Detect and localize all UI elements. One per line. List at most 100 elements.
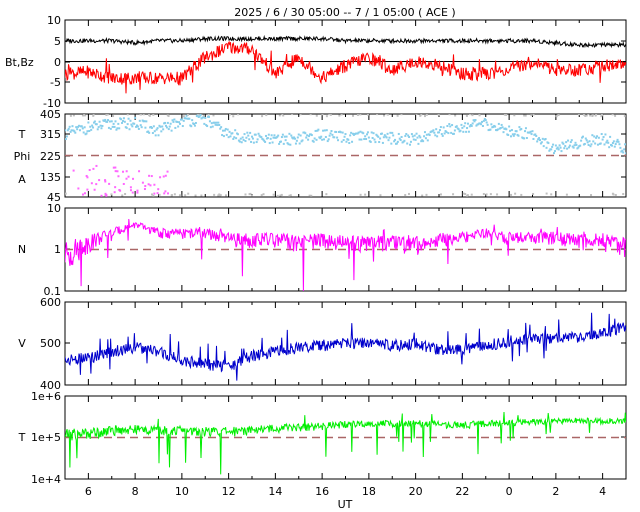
data-point: [470, 124, 473, 127]
data-point: [594, 142, 597, 145]
data-point: [538, 137, 541, 140]
data-point: [403, 139, 406, 142]
data-point: [382, 136, 385, 139]
data-point: [378, 141, 381, 144]
data-point-alt: [194, 194, 197, 197]
data-point: [520, 127, 523, 130]
data-point: [216, 124, 219, 127]
data-point-alt: [276, 194, 279, 197]
data-point: [329, 132, 332, 135]
data-point-alt: [471, 114, 474, 117]
data-point: [81, 127, 84, 130]
data-point: [281, 133, 284, 136]
y-tick-label: 225: [40, 150, 61, 163]
data-point: [127, 117, 130, 120]
data-point: [319, 137, 322, 140]
data-point: [542, 145, 545, 148]
data-point-alt: [282, 114, 285, 117]
data-point-theta: [143, 188, 146, 191]
data-point-alt: [385, 114, 388, 116]
data-point: [418, 134, 421, 137]
data-point-theta: [114, 170, 117, 173]
data-point-alt: [356, 114, 359, 117]
data-point: [223, 129, 226, 132]
data-point: [440, 133, 443, 136]
data-point: [523, 137, 526, 140]
data-point-alt: [419, 114, 422, 117]
data-point: [592, 140, 595, 143]
data-point: [590, 143, 593, 146]
data-point: [260, 136, 263, 139]
data-point: [586, 141, 589, 144]
data-point: [372, 132, 375, 135]
data-point-alt: [532, 114, 535, 116]
data-point-theta: [132, 177, 135, 180]
data-point-theta: [162, 175, 165, 178]
data-point: [370, 131, 373, 134]
data-point-alt: [623, 115, 626, 118]
data-point: [330, 130, 333, 133]
data-point-alt: [439, 193, 442, 196]
data-point: [574, 141, 577, 144]
data-point: [524, 130, 527, 133]
data-point-alt: [557, 114, 560, 117]
data-point: [121, 119, 124, 122]
data-point: [198, 115, 201, 118]
data-point: [442, 126, 445, 129]
data-point: [406, 142, 409, 145]
data-point: [337, 139, 340, 142]
data-point: [544, 137, 547, 140]
data-point: [91, 124, 94, 127]
data-point: [247, 134, 250, 137]
data-point: [531, 130, 534, 133]
y-tick-label: 1e+6: [31, 390, 61, 403]
data-point: [130, 123, 133, 126]
data-point: [377, 135, 380, 138]
data-point: [295, 139, 298, 142]
data-point: [193, 124, 196, 127]
data-point: [222, 135, 225, 138]
data-point: [344, 133, 347, 136]
data-point: [78, 129, 81, 132]
data-point: [511, 133, 514, 136]
data-point: [67, 127, 70, 130]
data-point-alt: [614, 193, 617, 196]
data-point: [211, 125, 214, 128]
data-point: [345, 140, 348, 143]
data-point-theta: [163, 192, 166, 195]
data-point: [597, 136, 600, 139]
data-point-alt: [466, 194, 469, 197]
data-point-alt: [513, 114, 516, 117]
data-point: [363, 138, 366, 141]
data-point: [110, 120, 113, 123]
data-point: [293, 136, 296, 139]
data-point: [271, 141, 274, 144]
data-point: [85, 132, 88, 135]
data-point: [181, 125, 184, 128]
data-point-theta: [72, 169, 75, 172]
data-point: [213, 121, 216, 124]
data-point-alt: [359, 114, 362, 116]
data-point-alt: [310, 194, 313, 197]
data-point: [453, 129, 456, 132]
data-point: [373, 138, 376, 141]
x-tick-label: 8: [132, 485, 139, 498]
data-point: [443, 132, 446, 135]
data-point: [357, 131, 360, 134]
data-point: [339, 131, 342, 134]
data-point: [206, 125, 209, 128]
data-point-alt: [112, 115, 115, 118]
data-point: [249, 131, 252, 134]
data-point: [618, 143, 621, 146]
data-point: [265, 134, 268, 137]
data-point: [235, 137, 238, 140]
data-point: [383, 134, 386, 137]
data-point: [242, 138, 245, 141]
data-point: [166, 121, 169, 124]
panel-4: 600 500 400 V: [18, 296, 627, 392]
data-point: [567, 139, 570, 142]
data-point: [560, 150, 563, 153]
data-point: [77, 125, 80, 128]
data-point: [210, 122, 213, 125]
panel-5: 1e+6 1e+5 1e+4 T: [18, 390, 627, 486]
